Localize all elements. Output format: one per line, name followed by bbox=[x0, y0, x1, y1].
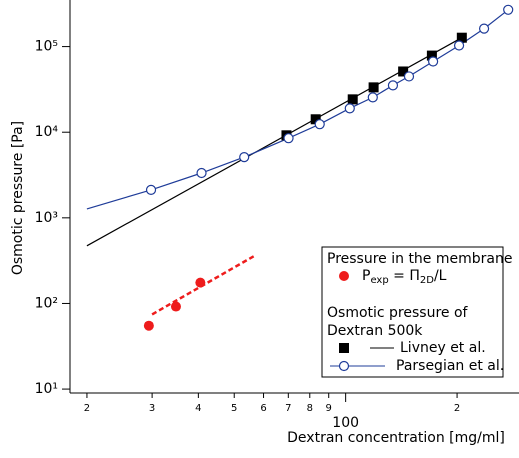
x-tick-label: 100 bbox=[332, 415, 359, 431]
x-tick-label: 4 bbox=[195, 403, 201, 414]
point bbox=[368, 82, 379, 93]
legend-label-part: P bbox=[362, 268, 370, 284]
legend-heading: Osmotic pressure of bbox=[327, 305, 469, 321]
point bbox=[387, 80, 399, 91]
legend-label: Livney et al. bbox=[400, 340, 486, 356]
x-tick-label: 8 bbox=[307, 403, 313, 414]
y-tick-label: 10³ bbox=[35, 210, 58, 226]
x-tick-label: 6 bbox=[260, 403, 266, 414]
point bbox=[478, 23, 490, 34]
point bbox=[344, 103, 355, 114]
point bbox=[239, 152, 250, 163]
y-axis-label: Osmotic pressure [Pa] bbox=[10, 121, 26, 275]
legend-heading: Dextran 500k bbox=[327, 323, 423, 339]
y-tick-label: 10⁴ bbox=[35, 124, 59, 140]
point bbox=[347, 94, 358, 105]
point bbox=[145, 184, 157, 195]
point bbox=[310, 114, 321, 125]
x-tick-label: 7 bbox=[285, 403, 291, 414]
point bbox=[403, 71, 415, 82]
x-tick-label: 9 bbox=[326, 403, 332, 414]
point bbox=[195, 277, 206, 288]
point bbox=[426, 50, 437, 61]
legend-label: Pexp = Π2D/L bbox=[362, 268, 447, 286]
point bbox=[196, 167, 207, 179]
legend-label-part: exp bbox=[370, 275, 388, 286]
point bbox=[143, 320, 154, 331]
point bbox=[453, 40, 465, 51]
point bbox=[503, 4, 514, 15]
legend-marker bbox=[339, 343, 349, 353]
legend-box bbox=[321, 246, 504, 378]
point bbox=[170, 301, 181, 312]
fit-line bbox=[86, 189, 152, 210]
y-tick-label: 10⁵ bbox=[35, 39, 58, 55]
x-tick-label: 2 bbox=[84, 403, 90, 414]
point bbox=[283, 133, 294, 144]
point bbox=[314, 119, 325, 130]
legend-heading: Pressure in the membrane bbox=[327, 251, 512, 267]
legend-marker bbox=[339, 271, 349, 281]
x-tick-label: 5 bbox=[231, 403, 237, 414]
point bbox=[428, 56, 439, 67]
point bbox=[367, 92, 378, 103]
y-tick-label: 10¹ bbox=[35, 381, 58, 397]
legend-label: Parsegian et al. bbox=[396, 358, 504, 374]
legend-label-part: 2D bbox=[420, 275, 434, 286]
legend-marker bbox=[338, 360, 350, 372]
point bbox=[398, 66, 409, 77]
point bbox=[456, 32, 467, 43]
series-line bbox=[150, 9, 509, 191]
legend-label-part: /L bbox=[434, 268, 447, 284]
x-axis-label: Dextran concentration [mg/ml] bbox=[287, 430, 505, 446]
x-tick-label: 2 bbox=[454, 403, 460, 414]
y-tick-label: 10² bbox=[35, 295, 58, 311]
legend-label-part: = Π bbox=[389, 268, 420, 284]
x-tick-label: 3 bbox=[149, 403, 155, 414]
